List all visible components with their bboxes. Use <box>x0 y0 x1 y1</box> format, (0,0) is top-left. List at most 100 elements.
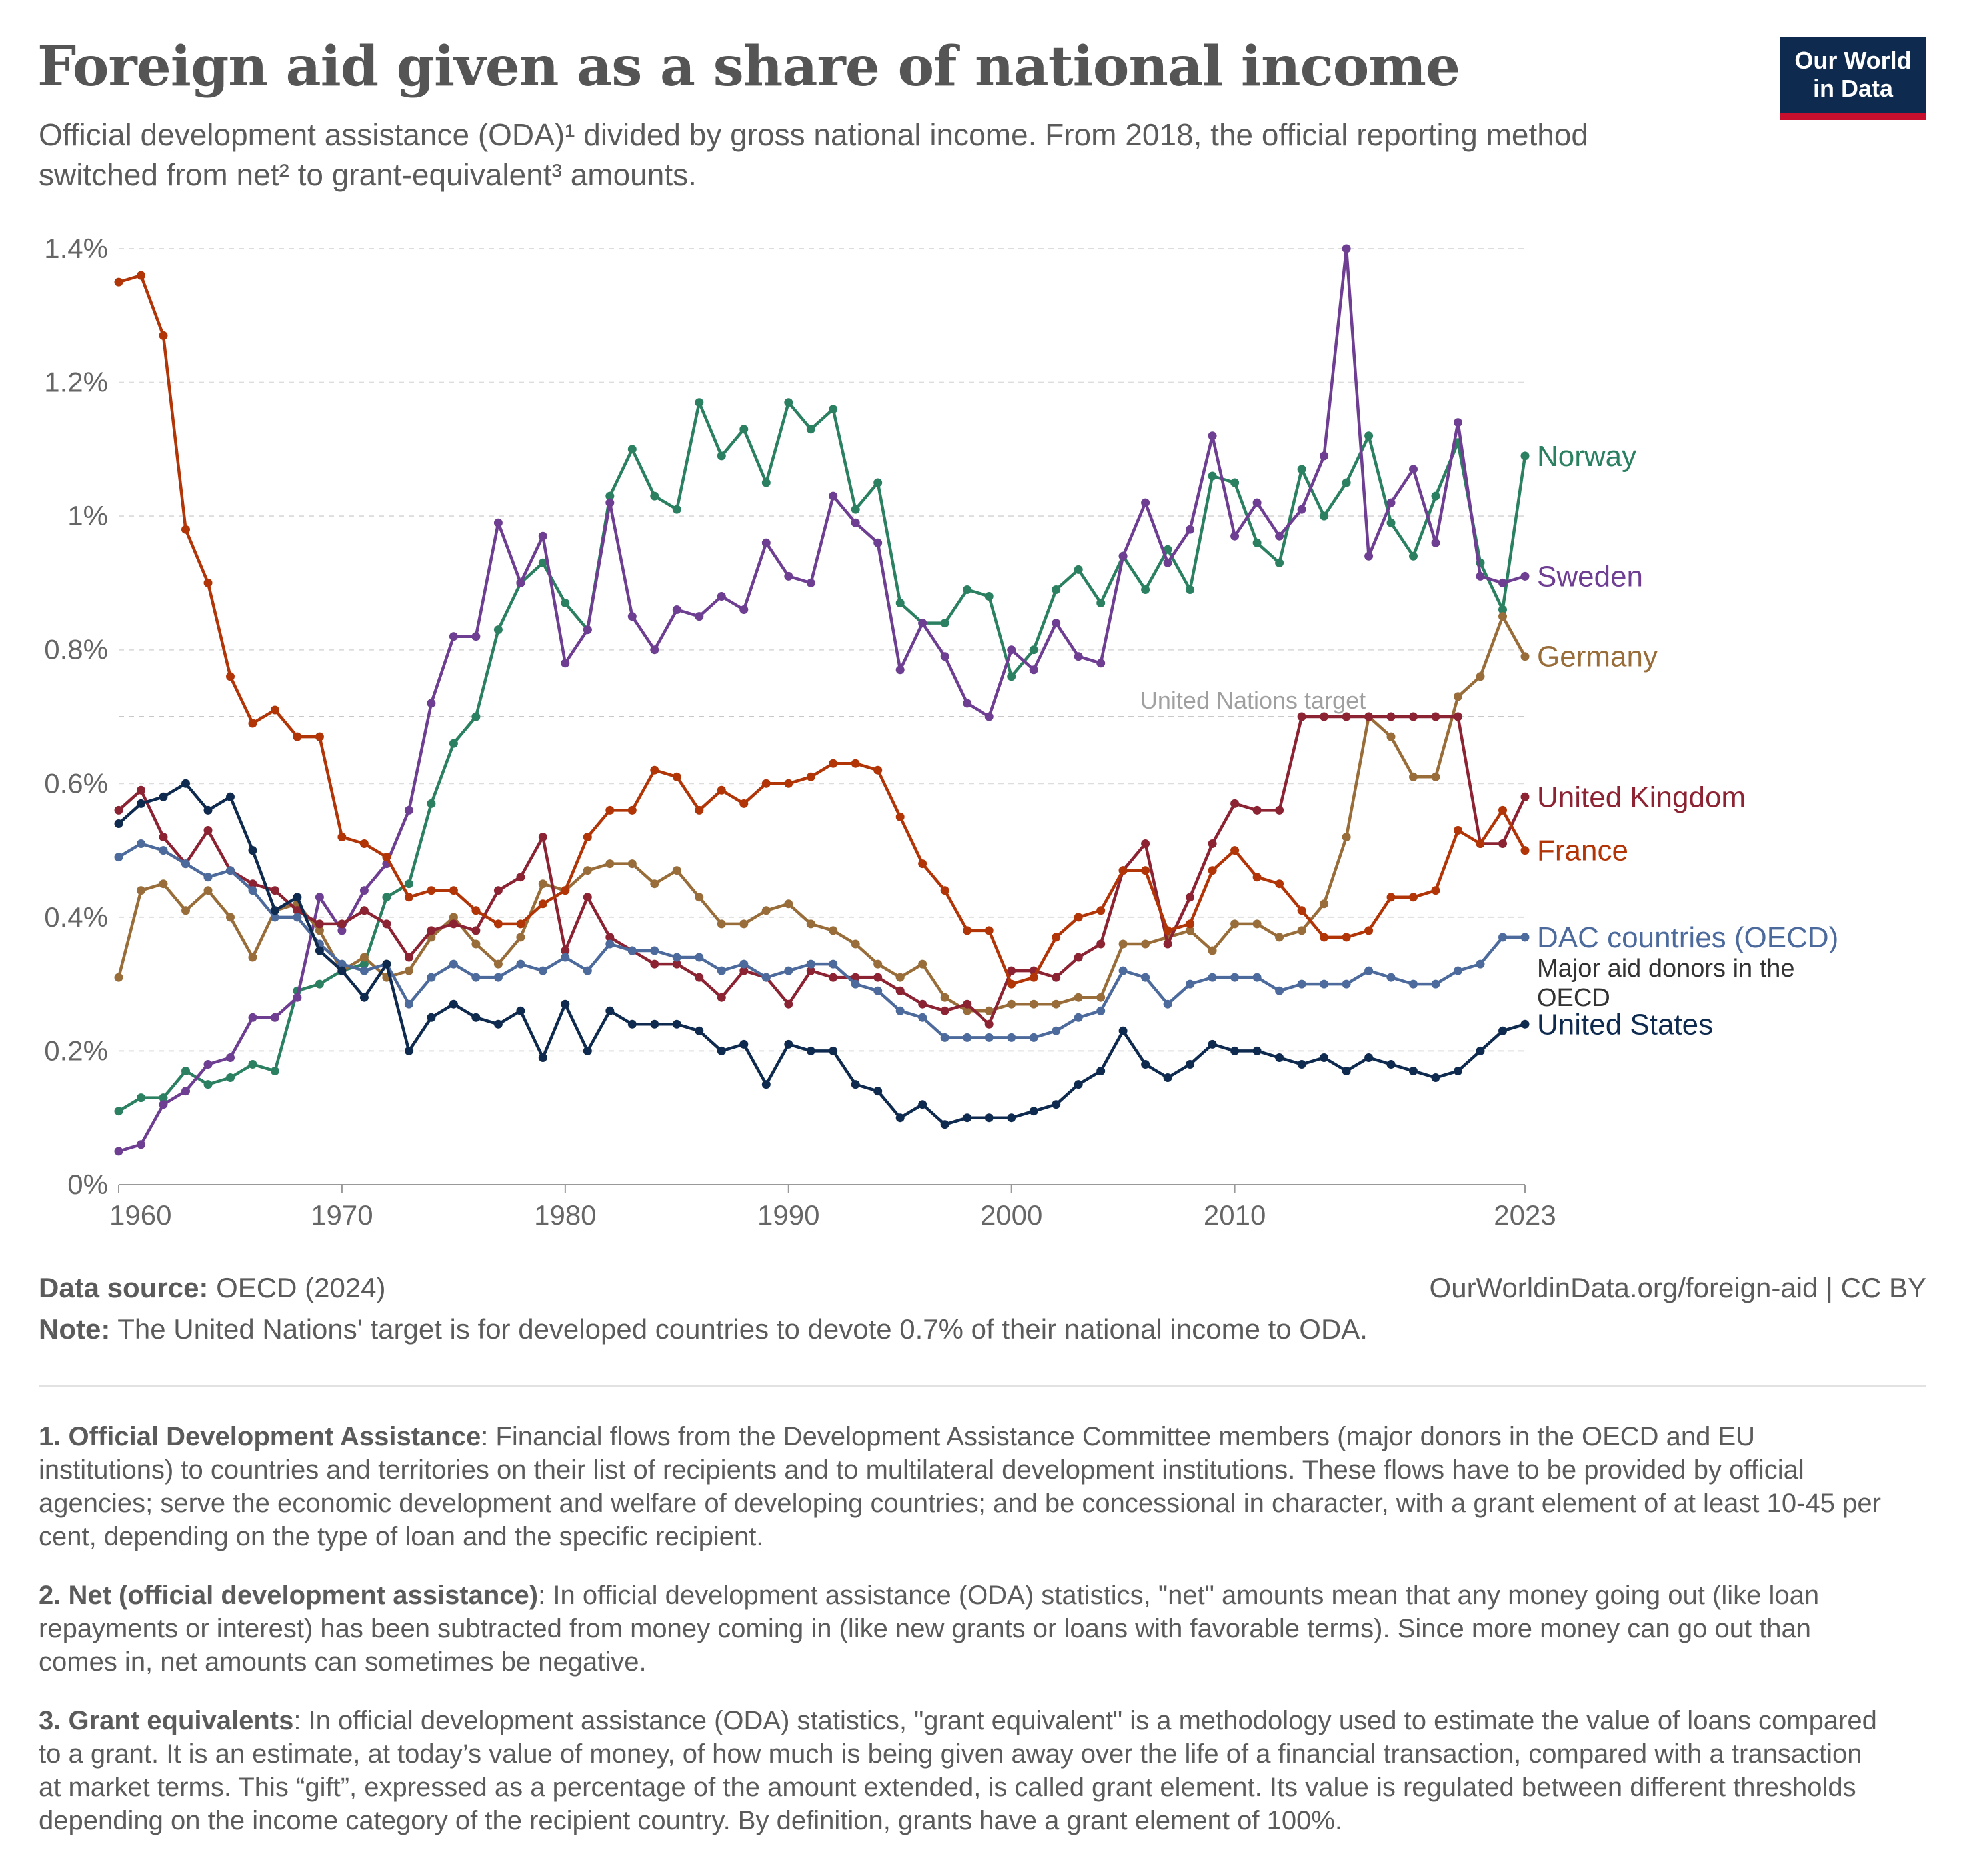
footnote-2-label: 2. Net (official development assistance) <box>39 1581 539 1610</box>
data-point-france <box>873 765 883 775</box>
data-point-united-kingdom <box>337 919 347 929</box>
data-point-united-kingdom <box>829 973 838 982</box>
data-point-united-states <box>1386 1060 1396 1069</box>
source-url-link[interactable]: OurWorldinData.org/foreign-aid | CC BY <box>1429 1272 1926 1303</box>
data-point-france <box>1208 866 1217 875</box>
data-point-united-kingdom <box>895 986 905 995</box>
data-point-sweden <box>159 1100 168 1109</box>
data-point-france <box>382 853 391 862</box>
data-point-dac-countries-oecd <box>493 973 503 982</box>
data-point-sweden <box>963 699 972 708</box>
data-point-united-states <box>851 1080 860 1089</box>
data-point-germany <box>784 899 793 909</box>
data-point-norway <box>1275 558 1284 567</box>
data-point-france <box>829 759 838 768</box>
data-point-dac-countries-oecd <box>270 913 279 922</box>
data-point-france <box>293 732 302 741</box>
series-label-germany: Germany <box>1537 641 1658 673</box>
data-point-united-kingdom <box>270 886 279 895</box>
data-point-united-states <box>1275 1053 1284 1062</box>
series-line-norway <box>117 401 1527 1113</box>
data-point-norway <box>404 879 413 889</box>
data-point-united-states <box>1118 1026 1128 1035</box>
data-point-germany <box>449 913 458 922</box>
owid-logo[interactable]: Our World in Data <box>1780 37 1926 120</box>
data-point-norway <box>561 599 570 607</box>
data-point-germany <box>359 953 369 962</box>
data-point-united-states <box>984 1113 994 1123</box>
data-point-dac-countries-oecd <box>650 946 659 955</box>
series-norway <box>114 398 1530 1116</box>
data-point-france <box>761 779 771 788</box>
data-point-sweden <box>895 665 905 675</box>
data-point-united-kingdom <box>1320 712 1329 721</box>
series-label-france: France <box>1537 835 1628 867</box>
data-point-germany <box>605 859 615 869</box>
y-tick-label: 1.4% <box>44 233 108 264</box>
data-point-germany <box>1208 946 1217 955</box>
data-point-france <box>1186 919 1195 929</box>
series-line-sweden <box>117 247 1527 1153</box>
data-point-united-kingdom <box>1096 939 1106 949</box>
data-point-france <box>605 805 615 815</box>
data-point-united-states <box>1364 1053 1374 1062</box>
data-point-united-kingdom <box>1074 953 1083 962</box>
data-point-norway <box>1386 518 1396 527</box>
data-point-sweden <box>1252 498 1262 507</box>
y-tick-label: 0.8% <box>44 634 108 665</box>
series-line-united-kingdom <box>117 715 1527 1026</box>
data-point-norway <box>806 425 815 434</box>
data-point-sweden <box>1186 525 1195 534</box>
data-point-united-kingdom <box>1520 792 1530 801</box>
data-point-dac-countries-oecd <box>717 966 726 975</box>
footnote-divider <box>39 1385 1926 1387</box>
data-point-united-states <box>114 819 123 828</box>
data-point-norway <box>1007 672 1016 681</box>
data-point-germany <box>1520 652 1530 661</box>
data-point-united-kingdom <box>404 953 413 962</box>
data-point-germany <box>1096 993 1106 1002</box>
data-point-united-kingdom <box>1230 799 1240 808</box>
data-point-dac-countries-oecd <box>1476 959 1485 969</box>
data-point-united-kingdom <box>605 933 615 942</box>
data-point-norway <box>1364 431 1374 441</box>
data-point-germany <box>1454 692 1462 701</box>
data-point-united-kingdom <box>583 893 592 902</box>
data-point-dac-countries-oecd <box>583 966 592 975</box>
data-point-united-states <box>449 999 458 1009</box>
data-point-dac-countries-oecd <box>1141 973 1150 982</box>
data-point-united-states <box>695 1026 704 1035</box>
data-point-sweden <box>1431 538 1440 547</box>
un-target-label: United Nations target <box>1140 687 1366 714</box>
data-point-united-states <box>181 779 190 788</box>
data-point-norway <box>449 739 458 748</box>
data-point-norway <box>359 959 369 969</box>
data-point-sweden <box>181 1087 190 1096</box>
data-point-united-kingdom <box>1275 805 1284 815</box>
data-point-norway <box>1029 645 1038 655</box>
data-point-france <box>561 886 570 895</box>
data-point-germany <box>471 939 481 949</box>
data-point-united-kingdom <box>203 826 213 835</box>
logo-line-1: Our World <box>1794 47 1912 74</box>
data-point-norway <box>1230 478 1240 487</box>
data-point-sweden <box>1476 571 1485 581</box>
data-point-france <box>1431 886 1440 895</box>
data-point-sweden <box>1320 451 1329 461</box>
data-point-germany <box>1118 939 1128 949</box>
data-point-united-kingdom <box>248 879 257 889</box>
data-point-germany <box>940 993 949 1002</box>
data-point-norway <box>1320 511 1329 521</box>
data-point-united-kingdom <box>315 919 324 929</box>
data-point-germany <box>1297 926 1306 935</box>
data-point-germany <box>895 973 905 982</box>
data-point-norway <box>427 799 436 808</box>
data-point-france <box>226 672 235 681</box>
data-point-france <box>538 899 547 909</box>
series-label-united-kingdom: United Kingdom <box>1537 781 1746 813</box>
data-point-sweden <box>293 993 302 1002</box>
data-point-united-states <box>829 1046 838 1055</box>
series-germany <box>114 612 1530 1015</box>
data-point-dac-countries-oecd <box>784 966 793 975</box>
data-point-dac-countries-oecd <box>1074 1013 1083 1022</box>
